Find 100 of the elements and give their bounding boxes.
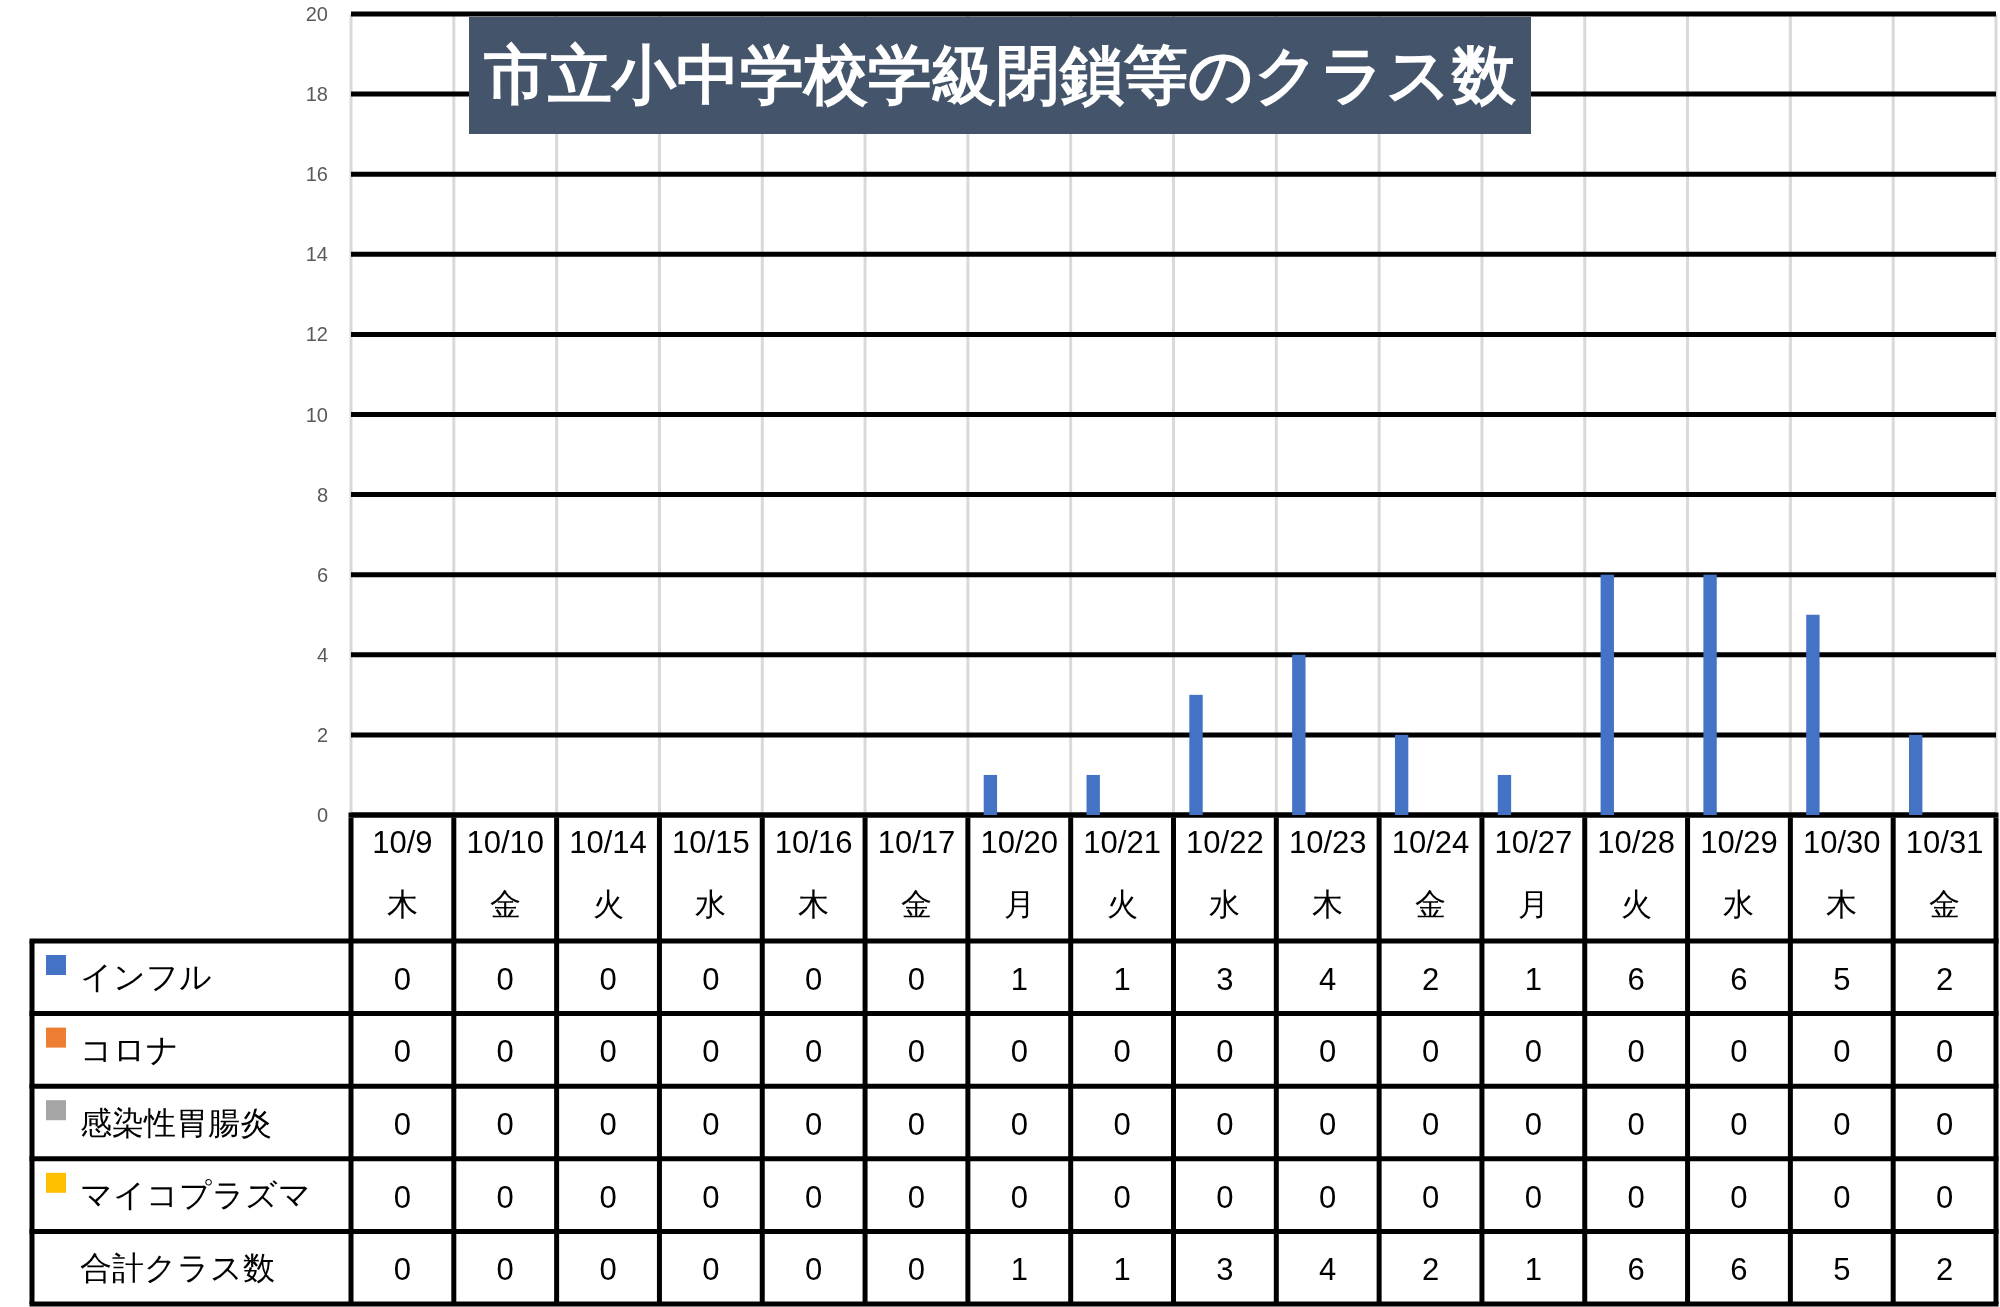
- data-label: 0: [907, 1179, 926, 1215]
- data-label: 0: [805, 1179, 823, 1215]
- x-tick-label: 10/16 木: [774, 825, 853, 922]
- annotation: 3: [1216, 1252, 1234, 1288]
- y-tick-label: 20: [305, 3, 328, 25]
- data-label: 0: [1421, 1107, 1440, 1142]
- annotation: 合計クラス数: [80, 1249, 275, 1286]
- data-label: 0: [1935, 1034, 1954, 1070]
- data-label: 0: [599, 961, 617, 997]
- data-label: 0: [1319, 1179, 1337, 1215]
- data-label: 0: [1113, 1179, 1131, 1215]
- y-tick-label: 0: [316, 804, 328, 826]
- legend-label: マイコプラズマ: [80, 1177, 311, 1214]
- data-label: 0: [1524, 1107, 1542, 1142]
- data-label: 0: [1113, 1107, 1131, 1142]
- data-label: 0: [1113, 1034, 1131, 1070]
- annotation: 0: [393, 1252, 412, 1288]
- y-tick-label: 8: [316, 483, 328, 506]
- data-label: 0: [1524, 1034, 1542, 1070]
- annotation: 2: [1421, 1252, 1440, 1288]
- data-label: 1: [1113, 961, 1131, 997]
- data-label: 0: [1216, 1107, 1234, 1142]
- data-label: 0: [1627, 1107, 1645, 1142]
- annotation: 0: [907, 1252, 926, 1288]
- data-label: 0: [1421, 1034, 1440, 1070]
- y-tick-label: 4: [316, 643, 328, 666]
- data-label: 0: [1010, 1179, 1028, 1215]
- x-tick-label: 10/9 木: [372, 825, 433, 922]
- data-label: 0: [496, 1179, 514, 1215]
- data-label: 0: [1935, 1179, 1954, 1215]
- x-tick-label: 10/27 月: [1494, 825, 1573, 922]
- x-tick-label: 10/22 水: [1186, 825, 1264, 922]
- x-tick-label: 10/23 木: [1288, 825, 1367, 922]
- data-label: 0: [1216, 1179, 1234, 1215]
- annotation: 0: [496, 1252, 514, 1288]
- y-tick-label: 10: [305, 403, 328, 426]
- annotation: 5: [1833, 1252, 1851, 1288]
- data-label: 0: [496, 1034, 514, 1070]
- data-label: 0: [393, 1179, 412, 1215]
- data-label: 0: [702, 1107, 720, 1142]
- annotation: 0: [599, 1252, 617, 1288]
- x-tick-label: 10/30 木: [1803, 825, 1881, 922]
- annotation: 6: [1627, 1252, 1645, 1288]
- annotation: 1: [1113, 1252, 1131, 1288]
- data-label: 0: [1627, 1179, 1645, 1215]
- x-tick-label: 10/20 月: [980, 825, 1059, 922]
- data-label: 0: [1216, 1034, 1234, 1070]
- data-label: 2: [1421, 961, 1440, 997]
- legend-label: コロナ: [80, 1031, 179, 1068]
- data-label: 0: [805, 1107, 823, 1142]
- data-label: 0: [1730, 1107, 1748, 1142]
- data-label: 0: [496, 961, 514, 997]
- data-label: 0: [702, 1179, 720, 1215]
- annotation: 0: [805, 1252, 823, 1288]
- y-tick-label: 2: [316, 723, 328, 746]
- data-label: 0: [1627, 1034, 1645, 1070]
- data-label: 0: [702, 1034, 720, 1070]
- data-label: 0: [1730, 1179, 1748, 1215]
- data-label: 0: [907, 1034, 926, 1070]
- x-tick-label: 10/15 水: [672, 825, 750, 922]
- x-tick-label: 10/17 金: [877, 825, 956, 922]
- x-tick-label: 10/24 金: [1391, 825, 1470, 922]
- annotation: 4: [1319, 1252, 1337, 1288]
- annotation: 0: [702, 1252, 720, 1288]
- y-tick-label: 14: [305, 243, 328, 266]
- x-tick-label: 10/21 火: [1083, 825, 1161, 922]
- data-label: 0: [1935, 1107, 1954, 1142]
- data-label: 0: [805, 1034, 823, 1070]
- annotation: 1: [1524, 1252, 1542, 1288]
- data-label: 0: [599, 1107, 617, 1142]
- data-label: 5: [1833, 961, 1851, 997]
- annotation: 6: [1730, 1252, 1748, 1288]
- data-label: 0: [1833, 1034, 1851, 1070]
- data-label: 0: [805, 961, 823, 997]
- x-tick-label: 10/28 火: [1597, 825, 1675, 922]
- data-label: 0: [1319, 1107, 1337, 1142]
- data-label: 0: [393, 1107, 412, 1142]
- y-tick-label: 6: [316, 563, 328, 586]
- data-label: 0: [1833, 1107, 1851, 1142]
- data-label: 4: [1319, 961, 1337, 997]
- data-label: 1: [1010, 961, 1028, 997]
- data-label: 0: [496, 1107, 514, 1142]
- data-label: 0: [393, 961, 412, 997]
- data-label: 1: [1524, 961, 1542, 997]
- data-label: 0: [599, 1034, 617, 1070]
- data-label: 0: [1833, 1179, 1851, 1215]
- y-tick-label: 16: [305, 163, 328, 186]
- data-label: 0: [1010, 1107, 1028, 1142]
- legend-label: 感染性胃腸炎: [80, 1104, 272, 1141]
- y-tick-label: 18: [305, 83, 328, 106]
- data-label: 3: [1216, 961, 1234, 997]
- data-label: 0: [1524, 1179, 1542, 1215]
- data-label: 2: [1935, 961, 1954, 997]
- data-label: 0: [1010, 1034, 1028, 1070]
- title: 市立小中学校学級閉鎖等のクラス数: [469, 17, 1531, 134]
- data-label: 0: [1319, 1034, 1337, 1070]
- data-label: 6: [1627, 961, 1645, 997]
- legend-label: インフル: [80, 959, 212, 996]
- y-tick-label: 12: [305, 323, 328, 346]
- annotation: 2: [1935, 1252, 1954, 1288]
